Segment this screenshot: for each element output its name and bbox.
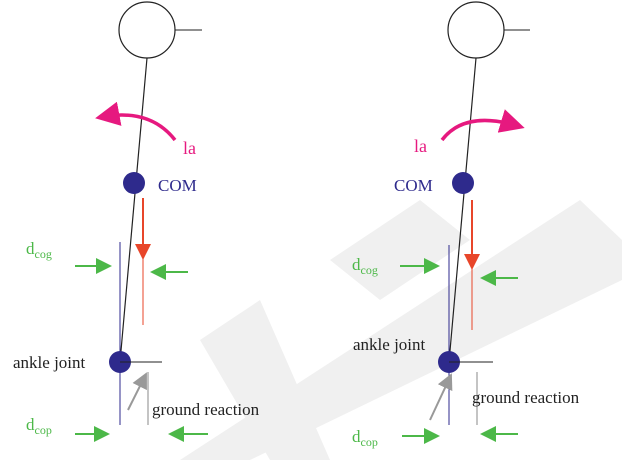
com-dot [123, 172, 145, 194]
torque-label: la [183, 138, 196, 158]
dcog-label: dcog [26, 239, 52, 261]
ankle-label: ankle joint [353, 335, 426, 354]
head [119, 2, 175, 58]
diagram: la COM dcog ankle joint ground reaction … [0, 0, 622, 460]
com-label: COM [394, 176, 433, 195]
dcop-sub: cop [35, 423, 52, 437]
com-label: COM [158, 176, 197, 195]
torque-label: la [414, 136, 427, 156]
head [448, 2, 504, 58]
dcop-sub: cop [361, 435, 378, 449]
torque-arrow [442, 120, 518, 140]
ground-label: ground reaction [152, 400, 260, 419]
ground-label: ground reaction [472, 388, 580, 407]
torque-arrow [102, 115, 175, 140]
com-dot [452, 172, 474, 194]
dcog-sub: cog [35, 247, 52, 261]
ankle-label: ankle joint [13, 353, 86, 372]
dcop-label: dcop [26, 415, 52, 437]
ground-arrow [430, 375, 451, 420]
dcop-label: dcop [352, 427, 378, 449]
ground-arrow [128, 374, 146, 410]
watermark [180, 200, 622, 460]
dcog-sub: cog [361, 263, 378, 277]
